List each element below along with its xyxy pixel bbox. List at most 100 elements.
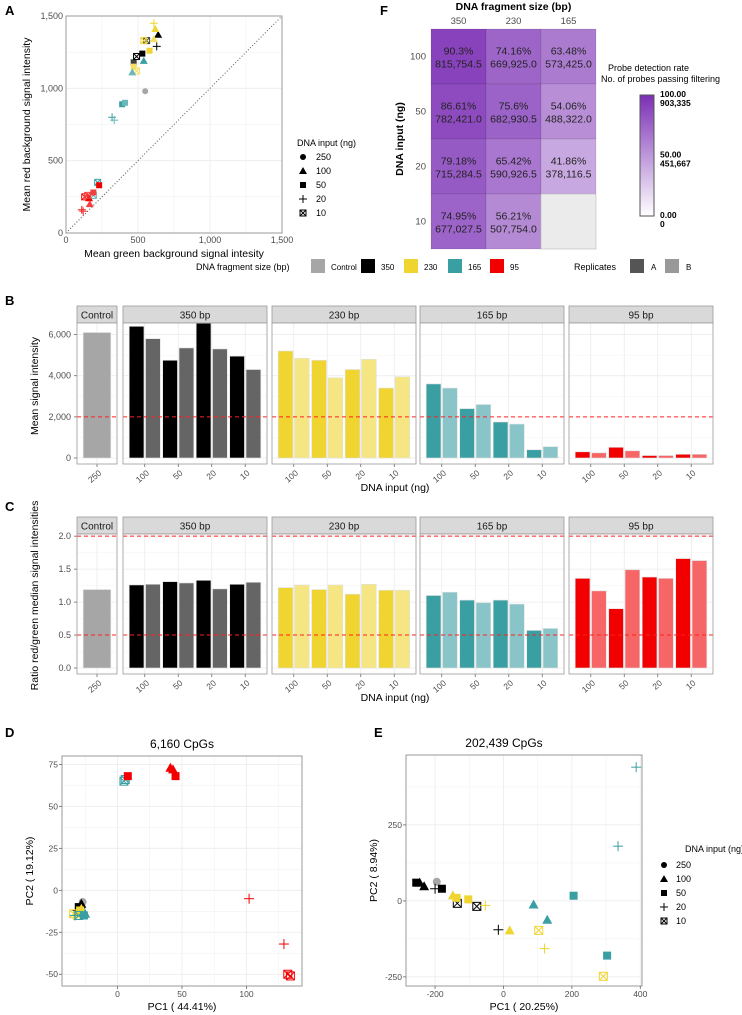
data-point bbox=[278, 939, 289, 950]
data-point bbox=[122, 99, 129, 106]
box bbox=[472, 901, 482, 911]
legend-label: 50 bbox=[676, 888, 686, 898]
x-tick-label: 20 bbox=[204, 678, 218, 692]
x-tick-label: 0 bbox=[115, 989, 120, 999]
bar-replicate-b bbox=[145, 583, 161, 669]
x2 bbox=[299, 209, 307, 217]
facet-border bbox=[568, 533, 714, 675]
data-point bbox=[79, 911, 88, 920]
heatmap-cell-empty bbox=[540, 193, 597, 250]
data-point bbox=[130, 63, 137, 70]
data-point bbox=[110, 116, 119, 125]
panel-a-scatter: 00 500 500 1,000 1,000 1,500 1,500 Mean green b… bbox=[21, 11, 356, 260]
y-axis-title: Mean red background signal intensity bbox=[21, 37, 33, 212]
facet-border bbox=[122, 533, 268, 675]
bar-replicate-b bbox=[212, 588, 228, 669]
data-point bbox=[79, 207, 88, 216]
data-point bbox=[528, 899, 539, 909]
x-tick-label: 20 bbox=[353, 468, 367, 482]
bar-replicate-a bbox=[425, 383, 442, 459]
data-point bbox=[77, 205, 86, 214]
y-tick-label: 1.0 bbox=[58, 597, 71, 607]
x-tick-label: 50 bbox=[468, 678, 482, 692]
heatmap-cell bbox=[485, 138, 542, 195]
bar-replicate-b bbox=[394, 376, 411, 459]
x-tick-label: 400 bbox=[633, 989, 647, 999]
x2 bbox=[133, 53, 140, 60]
colorbar-tick-count: 903,335 bbox=[660, 98, 691, 108]
heatmap-x-title: DNA fragment size (bp) bbox=[456, 1, 572, 13]
x-tick-label: 20 bbox=[353, 678, 367, 692]
x2 bbox=[534, 926, 544, 935]
data-point bbox=[493, 924, 504, 935]
data-point bbox=[85, 200, 94, 208]
panel-c-bars: 0.0 0.5 1.0 1.5 2.0 Control 250 350 bp 100 50 20 10… bbox=[29, 501, 714, 704]
data-point bbox=[437, 884, 446, 893]
y-tick-label: -50 bbox=[46, 969, 59, 979]
facet-230: 230 bp 100 50 20 10 bbox=[271, 305, 417, 485]
heatmap-cell-percent: 75.6% bbox=[499, 101, 529, 113]
heatmap-cell-count: 378,116.5 bbox=[546, 169, 592, 181]
data-point bbox=[539, 943, 550, 954]
panel-d-pca: 0 50 100 -50 -25 0 25 50 75 PC1 ( 44.41%) PC2 ( 19… bbox=[24, 737, 303, 1013]
bar-replicate-b bbox=[327, 584, 344, 669]
x2 bbox=[140, 37, 148, 44]
legend-label: 350 bbox=[381, 263, 395, 272]
panel-label-C: C bbox=[5, 499, 15, 514]
heatmap-cell-percent: 90.3% bbox=[444, 46, 474, 58]
data-point bbox=[603, 951, 612, 960]
data-point bbox=[139, 50, 146, 57]
bar-replicate-a bbox=[459, 408, 475, 459]
x2 bbox=[286, 971, 295, 981]
heatmap-cell bbox=[430, 28, 487, 85]
data-point bbox=[534, 925, 544, 935]
bar-replicate-a bbox=[526, 449, 542, 459]
legend-label: A bbox=[651, 263, 657, 272]
box bbox=[140, 37, 148, 45]
legend-swatch-230 bbox=[404, 259, 418, 273]
data-point bbox=[167, 764, 178, 774]
facet-strip-label: 350 bp bbox=[180, 522, 211, 533]
data-point bbox=[146, 47, 153, 54]
legend-title-replicates: Replicates bbox=[574, 262, 617, 272]
heatmap-row-label: 100 bbox=[410, 52, 426, 63]
y-axis-title: Mean signal intensity bbox=[29, 336, 41, 435]
legend-swatch-165 bbox=[448, 259, 462, 273]
data-point bbox=[631, 762, 642, 773]
plot-border bbox=[405, 754, 643, 987]
heatmap-row-label: 50 bbox=[415, 107, 426, 118]
legend-swatch-350 bbox=[361, 259, 375, 273]
x-tick-label: 200 bbox=[565, 989, 579, 999]
legend-key-plus-icon bbox=[660, 903, 668, 911]
colorbar-subtitle: No. of probes passing filtering bbox=[601, 74, 720, 84]
legend-key-boxx-icon bbox=[660, 917, 668, 925]
facet-border bbox=[76, 533, 118, 675]
x-tick-label: 100 bbox=[580, 468, 598, 485]
y-axis-title: PC2 ( 19.12%) bbox=[24, 837, 36, 906]
data-point bbox=[464, 895, 473, 904]
x-tick-label: 20 bbox=[501, 468, 515, 482]
heatmap-column-label: 350 bbox=[451, 16, 467, 27]
bar-replicate-a bbox=[162, 581, 178, 669]
plot-background bbox=[406, 755, 642, 986]
panel-label-B: B bbox=[5, 293, 14, 308]
x-tick-label: 10 bbox=[238, 678, 252, 692]
legend-key-circle-icon bbox=[300, 154, 306, 160]
facet-strip-label: Control bbox=[81, 311, 113, 322]
box bbox=[534, 925, 544, 935]
bar-replicate-b bbox=[212, 348, 228, 459]
panel-label-E: E bbox=[374, 725, 383, 740]
colorbar-tick-label: 50.00 bbox=[660, 150, 682, 160]
data-point bbox=[149, 35, 158, 43]
x-axis-title: Mean green background signal intesity bbox=[84, 248, 265, 260]
x-tick-label: -200 bbox=[427, 989, 444, 999]
facet-control: Control 250 bbox=[76, 305, 118, 485]
data-point bbox=[90, 189, 97, 196]
legend-key-triangle-icon bbox=[660, 875, 668, 882]
data-point bbox=[613, 841, 624, 852]
y-tick-label: -250 bbox=[385, 972, 402, 982]
x-tick-label: 500 bbox=[130, 235, 145, 245]
bar-replicate-a bbox=[229, 355, 245, 459]
bar-replicate-b bbox=[658, 455, 674, 459]
y-tick-label: 0.5 bbox=[58, 630, 71, 640]
